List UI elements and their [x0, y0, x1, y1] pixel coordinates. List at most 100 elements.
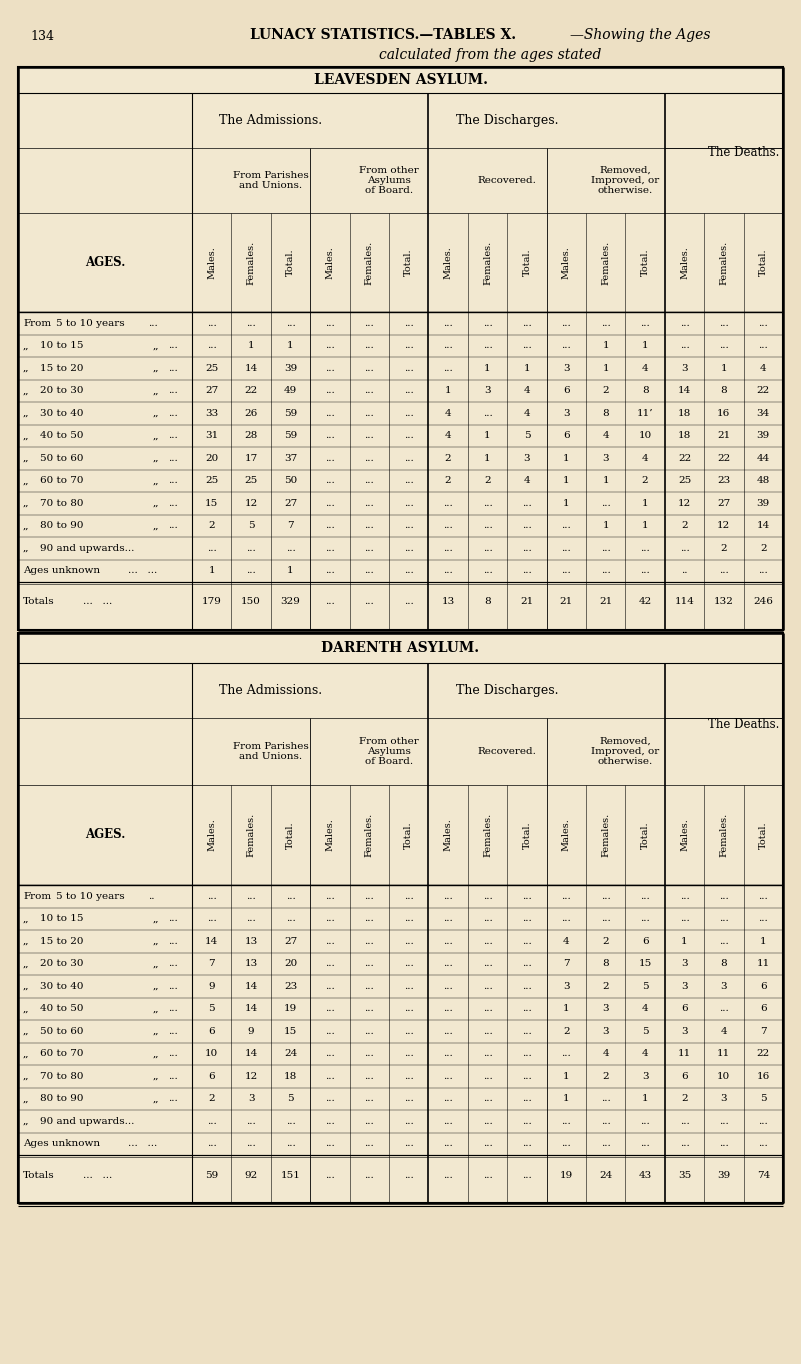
Text: ,,: ,, [23, 1004, 30, 1013]
Text: ...: ... [207, 1139, 216, 1148]
Text: ...: ... [679, 914, 690, 923]
Text: ...: ... [601, 1139, 610, 1148]
Text: ...: ... [364, 364, 374, 372]
Text: calculated from the ages stated: calculated from the ages stated [379, 48, 602, 61]
Text: 4: 4 [445, 409, 452, 417]
Text: 114: 114 [674, 597, 694, 607]
Text: ...: ... [443, 544, 453, 552]
Text: ,,: ,, [153, 1072, 159, 1080]
Text: ...: ... [325, 1049, 335, 1058]
Text: 3: 3 [681, 364, 688, 372]
Text: ...: ... [246, 1117, 256, 1125]
Text: 22: 22 [757, 1049, 770, 1058]
Text: 21: 21 [560, 597, 573, 607]
Text: 12: 12 [244, 499, 258, 507]
Text: ...: ... [443, 1094, 453, 1103]
Text: The Deaths.: The Deaths. [708, 717, 779, 731]
Text: ...: ... [522, 521, 532, 531]
Text: ...: ... [325, 1170, 335, 1180]
Text: ,,: ,, [23, 1027, 30, 1035]
Text: ...: ... [207, 544, 216, 552]
Text: ...: ... [679, 544, 690, 552]
Text: 23: 23 [284, 982, 297, 990]
Text: From: From [23, 892, 51, 900]
Text: ...: ... [207, 1117, 216, 1125]
Text: ...: ... [404, 476, 413, 486]
Text: 2: 2 [602, 982, 609, 990]
Text: ...: ... [679, 1139, 690, 1148]
Text: ...   ...: ... ... [128, 566, 157, 576]
Text: ,,: ,, [23, 1072, 30, 1080]
Text: ...: ... [286, 892, 296, 900]
Text: LEAVESDEN ASYLUM.: LEAVESDEN ASYLUM. [313, 74, 488, 87]
Text: ...: ... [286, 319, 296, 327]
Text: 37: 37 [284, 454, 297, 462]
Text: 6: 6 [681, 1072, 688, 1080]
Text: 1: 1 [563, 476, 570, 486]
Text: Totals: Totals [23, 1170, 54, 1180]
Text: ...: ... [522, 1117, 532, 1125]
Text: ...: ... [443, 1072, 453, 1080]
Text: ...: ... [246, 914, 256, 923]
Text: ...: ... [522, 499, 532, 507]
Text: ...: ... [483, 1094, 493, 1103]
Text: 18: 18 [678, 409, 691, 417]
Text: ...: ... [404, 1072, 413, 1080]
Text: ...: ... [325, 892, 335, 900]
Text: 12: 12 [678, 499, 691, 507]
Text: 24: 24 [599, 1170, 612, 1180]
Text: ,,: ,, [23, 364, 30, 372]
Text: ...: ... [601, 1117, 610, 1125]
Text: 4: 4 [602, 431, 609, 441]
Text: 5: 5 [760, 1094, 767, 1103]
Text: 179: 179 [202, 597, 222, 607]
Text: 1: 1 [563, 454, 570, 462]
Text: 7: 7 [760, 1027, 767, 1035]
Text: ...: ... [483, 914, 493, 923]
Text: ...: ... [483, 341, 493, 351]
Text: ...: ... [364, 319, 374, 327]
Text: ...: ... [325, 319, 335, 327]
Text: 1: 1 [642, 341, 649, 351]
Text: 28: 28 [244, 431, 258, 441]
Text: ...: ... [601, 544, 610, 552]
Text: ...: ... [325, 566, 335, 576]
Text: ...: ... [522, 1094, 532, 1103]
Text: 21: 21 [521, 597, 533, 607]
Text: ...: ... [719, 937, 729, 945]
Text: 1: 1 [248, 341, 255, 351]
Text: ...: ... [483, 319, 493, 327]
Text: 6: 6 [760, 982, 767, 990]
Text: 2: 2 [602, 1072, 609, 1080]
Text: 5: 5 [524, 431, 530, 441]
Text: ...: ... [404, 1139, 413, 1148]
Text: The Deaths.: The Deaths. [708, 146, 779, 160]
Text: 6: 6 [681, 1004, 688, 1013]
Text: 3: 3 [563, 409, 570, 417]
Text: Males.: Males. [562, 818, 571, 851]
Text: Females.: Females. [247, 240, 256, 285]
Text: 10: 10 [205, 1049, 219, 1058]
Text: 42: 42 [638, 597, 652, 607]
Text: 22: 22 [757, 386, 770, 396]
Text: ...: ... [404, 499, 413, 507]
Text: 18: 18 [678, 431, 691, 441]
Text: ...: ... [719, 1117, 729, 1125]
Text: 20 to 30: 20 to 30 [40, 386, 83, 396]
Text: ...: ... [483, 1004, 493, 1013]
Text: ,,: ,, [23, 959, 30, 968]
Text: ...: ... [325, 386, 335, 396]
Text: ...: ... [404, 364, 413, 372]
Text: ...: ... [719, 1139, 729, 1148]
Text: ...: ... [404, 1117, 413, 1125]
Text: 3: 3 [602, 1004, 609, 1013]
Text: ...: ... [207, 341, 216, 351]
Text: 8: 8 [721, 959, 727, 968]
Text: ...: ... [404, 386, 413, 396]
Text: ...: ... [522, 959, 532, 968]
Text: Females.: Females. [364, 240, 374, 285]
Text: ...: ... [522, 1072, 532, 1080]
Text: ...: ... [522, 1004, 532, 1013]
Text: 3: 3 [602, 1027, 609, 1035]
Text: 3: 3 [681, 1027, 688, 1035]
